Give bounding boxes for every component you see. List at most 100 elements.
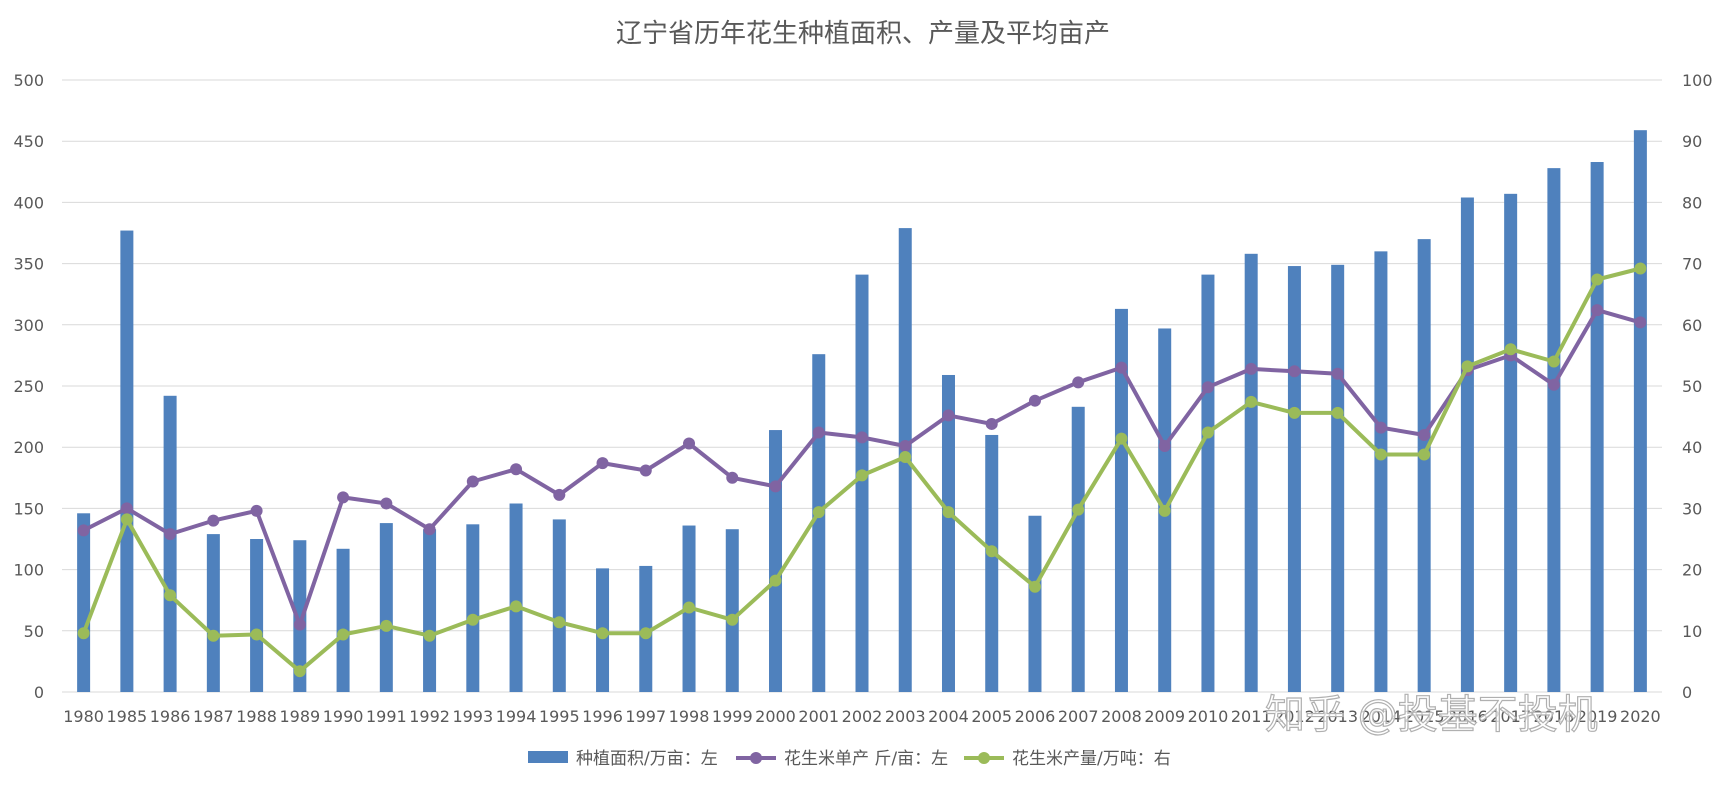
area-bar — [725, 529, 739, 692]
right-axis-tick-label: 10 — [1682, 622, 1702, 641]
production-point — [812, 506, 825, 519]
x-axis-tick-label: 2008 — [1101, 707, 1142, 726]
yield-point — [639, 464, 652, 477]
yield-point — [942, 409, 955, 422]
production-point — [423, 629, 436, 642]
x-axis-tick-label: 2004 — [928, 707, 969, 726]
x-axis-tick-label: 1988 — [236, 707, 277, 726]
legend-swatch-bar — [528, 751, 568, 763]
x-axis-tick-label: 2000 — [755, 707, 796, 726]
area-bar — [336, 548, 350, 692]
yield-point — [250, 504, 263, 517]
yield-point — [1547, 378, 1560, 391]
left-axis-tick-label: 200 — [13, 438, 44, 457]
x-axis-labels: 1980 1985 1986 1987 1988 1989 1990 1991 1992 1993… — [63, 707, 1660, 726]
yield-point — [1158, 439, 1171, 452]
x-axis-tick-label: 2012 — [1274, 707, 1315, 726]
left-axis-tick-label: 150 — [13, 499, 44, 518]
right-axis-tick-label: 0 — [1682, 683, 1692, 702]
x-axis-tick-label: 2007 — [1058, 707, 1099, 726]
area-bar — [77, 513, 91, 692]
right-axis-tick-label: 30 — [1682, 499, 1702, 518]
yield-point — [812, 426, 825, 439]
chart-title: 辽宁省历年花生种植面积、产量及平均亩产 — [616, 19, 1110, 49]
production-point — [769, 574, 782, 587]
yield-point — [726, 471, 739, 484]
right-axis-tick-label: 20 — [1682, 561, 1702, 580]
production-point — [1331, 406, 1344, 419]
area-bar — [120, 230, 134, 692]
area-bar — [423, 529, 437, 692]
yield-point — [856, 431, 868, 444]
production-point — [553, 616, 566, 629]
left-axis-tick-label: 0 — [34, 683, 44, 702]
area-bar — [855, 274, 869, 692]
area-bar — [293, 540, 307, 692]
production-point — [380, 619, 393, 632]
right-axis-tick-label: 50 — [1682, 377, 1702, 396]
area-bar — [163, 395, 177, 692]
production-point — [1028, 580, 1041, 593]
production-point — [250, 628, 263, 641]
x-axis-tick-label: 1996 — [582, 707, 623, 726]
left-axis-tick-label: 350 — [13, 255, 44, 274]
production-point — [856, 469, 868, 482]
production-point — [1072, 503, 1085, 516]
x-axis-tick-label: 2002 — [842, 707, 883, 726]
production-point — [466, 613, 479, 626]
production-point — [1158, 504, 1171, 517]
yield-point — [1201, 381, 1214, 394]
yield-point — [1591, 304, 1604, 317]
area-bar — [1331, 264, 1345, 692]
area-bar — [1417, 239, 1431, 692]
right-axis-tick-label: 70 — [1682, 255, 1702, 274]
yield-point — [293, 618, 306, 631]
yield-point — [1374, 421, 1387, 434]
x-axis-tick-label: 1985 — [107, 707, 148, 726]
yield-point — [1245, 362, 1258, 375]
area-bar — [941, 374, 955, 692]
yield-point — [1115, 361, 1128, 374]
area-bar — [1114, 308, 1128, 692]
production-point — [596, 627, 609, 640]
x-axis-tick-label: 2003 — [885, 707, 926, 726]
x-axis-tick-label: 1989 — [279, 707, 320, 726]
yield-point — [1288, 365, 1301, 378]
yield-point — [1331, 367, 1344, 380]
production-point — [120, 513, 133, 526]
x-axis-tick-label: 2018 — [1534, 707, 1575, 726]
x-axis-tick-label: 2017 — [1490, 707, 1531, 726]
left-axis-tick-label: 450 — [13, 132, 44, 151]
yield-point — [120, 502, 133, 515]
x-axis-tick-label: 1998 — [669, 707, 710, 726]
area-bar — [466, 524, 480, 692]
legend-swatch-marker — [750, 752, 762, 764]
x-axis-tick-label: 1994 — [496, 707, 537, 726]
area-bar — [206, 534, 220, 692]
production-point — [293, 665, 306, 678]
right-axis-ticks: 0 10 20 30 40 50 60 70 80 90 100 — [1682, 71, 1713, 702]
legend: 种植面积/万亩：左 花生米单产 斤/亩：左 花生米产量/万吨：右 — [528, 749, 1171, 769]
left-axis-tick-label: 400 — [13, 193, 44, 212]
area-bar — [1374, 251, 1388, 693]
yield-point — [769, 480, 782, 493]
x-axis-tick-label: 2013 — [1317, 707, 1358, 726]
x-axis-tick-label: 2011 — [1231, 707, 1272, 726]
right-axis-tick-label: 100 — [1682, 71, 1713, 90]
x-axis-tick-label: 2010 — [1188, 707, 1229, 726]
yield-point — [683, 437, 696, 450]
area-bar — [1028, 515, 1042, 692]
production-point — [1288, 406, 1301, 419]
yield-point — [164, 528, 177, 541]
x-axis-tick-label: 1997 — [625, 707, 666, 726]
area-bar — [509, 503, 523, 692]
x-axis-tick-label: 1987 — [193, 707, 234, 726]
watermark: 知乎 @投基不投机 — [1265, 692, 1598, 738]
yield-point — [510, 463, 523, 476]
x-axis-tick-label: 1993 — [452, 707, 493, 726]
yield-point — [423, 523, 436, 536]
area-bar — [1633, 130, 1647, 692]
area-bar — [769, 430, 783, 692]
x-axis-tick-label: 1992 — [409, 707, 450, 726]
x-axis-tick-label: 2006 — [1015, 707, 1056, 726]
